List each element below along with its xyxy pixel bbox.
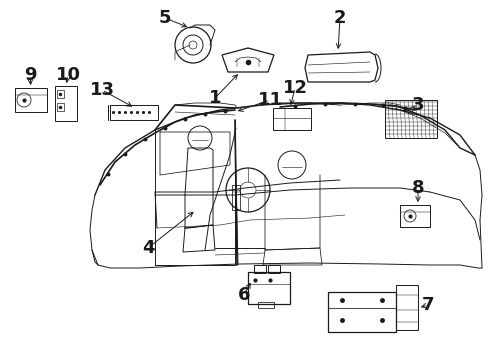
Text: 9: 9 [24, 66, 36, 84]
Text: 3: 3 [411, 96, 424, 114]
Bar [57, 90, 64, 98]
Bar [272, 108, 310, 130]
Bar [57, 103, 64, 111]
Text: 7: 7 [421, 296, 433, 314]
Text: 11: 11 [257, 91, 282, 109]
Bar [399, 205, 429, 227]
Bar [327, 292, 395, 332]
Text: 1: 1 [208, 89, 221, 107]
Bar [110, 105, 158, 120]
Bar [253, 265, 265, 273]
Bar [231, 185, 240, 210]
Text: 13: 13 [89, 81, 114, 99]
Bar [395, 285, 417, 330]
Bar [55, 86, 77, 121]
Bar [15, 88, 47, 112]
Text: 4: 4 [142, 239, 154, 257]
Text: 6: 6 [237, 286, 250, 304]
Text: 10: 10 [55, 66, 81, 84]
Text: 2: 2 [333, 9, 346, 27]
Text: 5: 5 [159, 9, 171, 27]
Bar [247, 272, 289, 304]
Bar [258, 302, 273, 308]
Text: 12: 12 [282, 79, 307, 97]
Text: 8: 8 [411, 179, 424, 197]
Bar [267, 265, 280, 273]
Bar [384, 100, 436, 138]
